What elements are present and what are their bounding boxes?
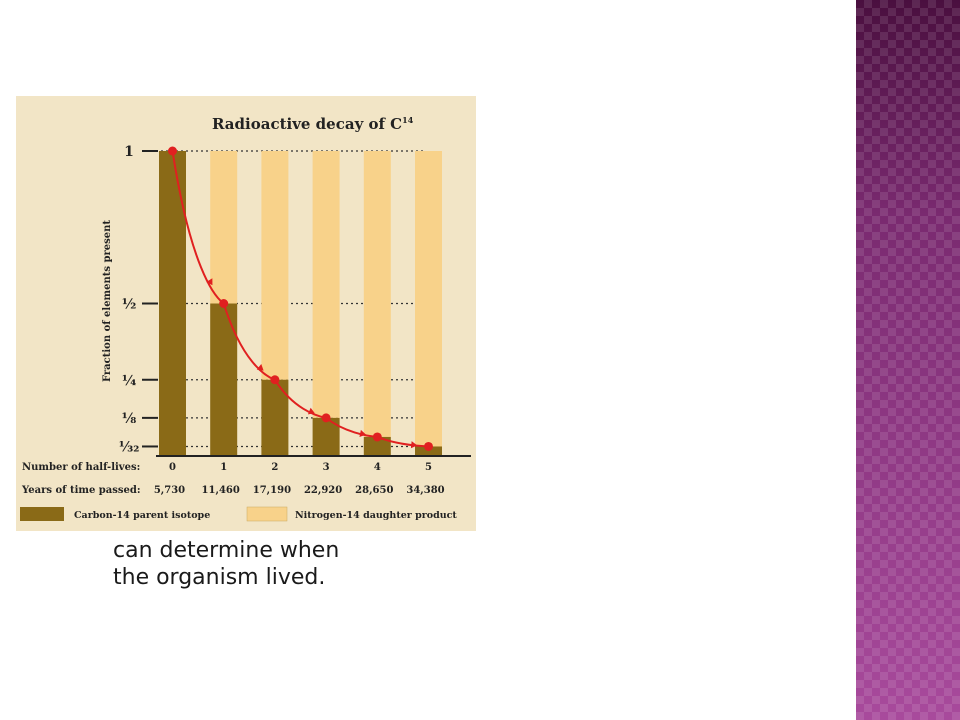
decay-arrow-1: [206, 278, 213, 286]
y-ticks-group: 1 ½ ¼ ⅛ ¹⁄₃₂: [119, 144, 158, 455]
caption-line-2: the organism lived.: [113, 565, 326, 590]
decay-arrow-5: [410, 441, 418, 449]
legend-swatch-carbon: [20, 507, 64, 521]
years-label-0: 5,730: [154, 485, 185, 496]
carbon-bar-5: [415, 446, 442, 456]
years-label-5: 34,380: [406, 485, 444, 496]
decay-arrow-3: [307, 407, 315, 415]
nitrogen-bar-4: [363, 151, 391, 437]
decay-arrow-4: [359, 429, 367, 437]
years-label-1: 11,460: [202, 485, 240, 496]
y-tick-label-1: ½: [122, 297, 137, 313]
y-tick-label-3: ⅛: [122, 411, 137, 427]
years-label-3: 22,920: [304, 485, 342, 496]
decay-point-3: [321, 413, 331, 423]
half-lives-row-label: Number of half-lives:: [22, 462, 140, 473]
y-axis-title: Fraction of elements present: [102, 220, 113, 382]
caption-line-1: can determine when: [113, 538, 340, 563]
legend-label-carbon: Carbon-14 parent isotope: [74, 510, 210, 521]
bars-group: [159, 151, 442, 456]
slide-caption: can determine when the organism lived.: [113, 537, 443, 591]
decay-point-4: [372, 432, 382, 442]
decay-chart: Radioactive decay of C14 Fraction of ele…: [20, 115, 471, 522]
carbon-bar-1: [210, 303, 238, 456]
nitrogen-bar-1: [210, 151, 238, 304]
decay-arrow-2: [256, 364, 264, 371]
carbon-bar-0: [159, 151, 186, 456]
x-labels-group: Number of half-lives: 0 1 2 3 4 5 Years of time…: [21, 462, 445, 496]
decorative-sidebar: [856, 0, 960, 720]
nitrogen-bar-3: [312, 151, 340, 418]
half-life-label-0: 0: [169, 462, 176, 473]
legend-swatch-nitrogen: [246, 506, 288, 522]
chart-title: Radioactive decay of C14: [212, 115, 414, 133]
y-tick-label-4: ¹⁄₃₂: [119, 439, 140, 455]
y-tick-label-0: 1: [124, 144, 134, 160]
decay-point-2: [270, 375, 280, 385]
y-tick-label-2: ¼: [122, 373, 137, 389]
half-life-label-3: 3: [323, 462, 330, 473]
carbon-bar-4: [363, 436, 391, 456]
half-life-label-2: 2: [271, 462, 278, 473]
decay-chart-panel: Radioactive decay of C14 Fraction of ele…: [16, 96, 476, 531]
years-row-label: Years of time passed:: [21, 485, 141, 496]
legend: Carbon-14 parent isotope Nitrogen-14 daug…: [20, 506, 457, 522]
decay-point-5: [424, 441, 433, 451]
half-life-label-1: 1: [220, 462, 227, 473]
half-life-label-4: 4: [374, 462, 381, 473]
nitrogen-bar-5: [415, 151, 442, 447]
decay-curve-group: [168, 146, 433, 451]
years-label-2: 17,190: [253, 485, 291, 496]
years-label-4: 28,650: [355, 485, 393, 496]
decay-point-0: [168, 146, 177, 156]
legend-label-nitrogen: Nitrogen-14 daughter product: [295, 510, 457, 521]
nitrogen-bar-2: [261, 151, 289, 380]
decay-point-1: [219, 299, 229, 308]
half-life-label-5: 5: [425, 462, 432, 473]
